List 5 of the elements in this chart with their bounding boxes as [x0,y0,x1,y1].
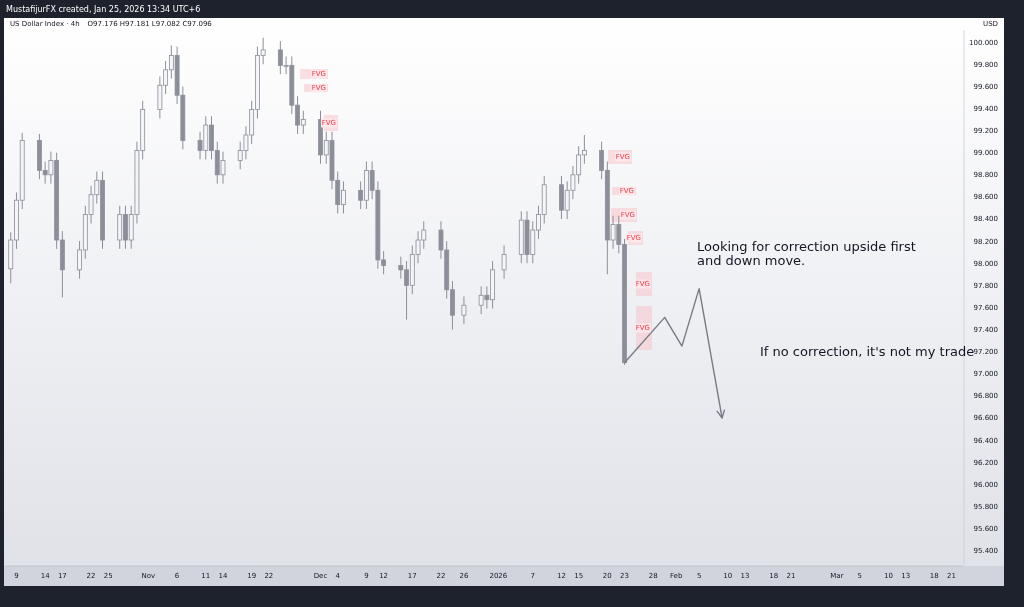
candlestick [461,295,467,325]
annotation: If no correction, it's not my trade [760,344,975,359]
annotation: Looking for correction upside first and down move. [697,239,916,268]
candlestick [501,245,507,280]
text: MustafijurFX created, Jan 25, 2026 13:34 UTC+6 [6,5,201,14]
